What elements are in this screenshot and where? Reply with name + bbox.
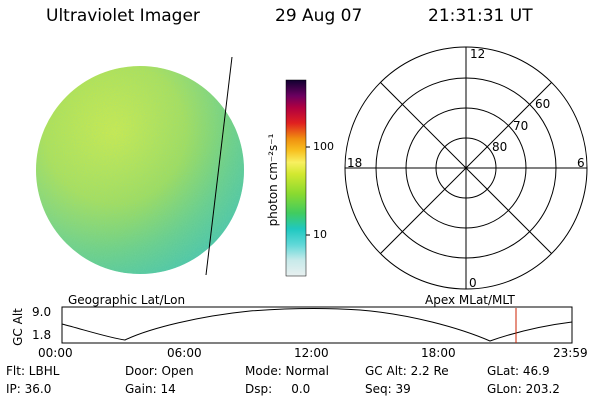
polar-label-6: 6 xyxy=(577,156,585,170)
orbit-y-tick-1-8: 1.8 xyxy=(32,328,52,342)
orbit-altitude-curve xyxy=(61,308,573,342)
polar-label-18: 18 xyxy=(347,156,363,170)
status-filter: Flt: LBHL xyxy=(6,364,60,378)
orbit-x-tick-2359: 23:59 xyxy=(553,346,588,360)
status-dsp: Dsp: 0.0 xyxy=(245,382,311,396)
status-glon: GLon: 203.2 xyxy=(487,382,560,396)
orbit-y-tick-9: 9.0 xyxy=(32,305,52,319)
orbit-plot-frame xyxy=(61,306,573,344)
status-ip: IP: 36.0 xyxy=(6,382,52,396)
status-seq: Seq: 39 xyxy=(365,382,411,396)
terminator-line xyxy=(205,56,233,276)
colorbar-gradient xyxy=(285,79,307,277)
header-time: 21:31:31 UT xyxy=(428,6,533,26)
orbit-x-tick-1800: 18:00 xyxy=(421,346,456,360)
colorbar-tick-label-100: 100 xyxy=(313,140,334,153)
orbit-left-label: Geographic Lat/Lon xyxy=(68,293,186,307)
polar-diagonal-2 xyxy=(380,82,552,254)
status-gain: Gain: 14 xyxy=(125,382,176,396)
polar-lat-label-80: 80 xyxy=(492,140,508,154)
polar-lat-label-60: 60 xyxy=(535,97,551,111)
status-mode: Mode: Normal xyxy=(245,364,329,378)
orbit-x-tick-1200: 12:00 xyxy=(294,346,329,360)
header-date: 29 Aug 07 xyxy=(275,6,363,26)
orbit-x-tick-0600: 06:00 xyxy=(167,346,202,360)
earth-texture xyxy=(36,66,244,274)
app-title: Ultraviolet Imager xyxy=(46,6,200,26)
status-gc-alt: GC Alt: 2.2 Re xyxy=(365,364,449,378)
polar-label-0: 0 xyxy=(469,276,477,290)
orbit-x-tick-0000: 00:00 xyxy=(38,346,73,360)
polar-label-12: 12 xyxy=(470,47,486,61)
status-door: Door: Open xyxy=(125,364,194,378)
polar-lat-label-70: 70 xyxy=(513,119,529,133)
colorbar-tick-label-10: 10 xyxy=(313,228,327,241)
orbit-right-label: Apex MLat/MLT xyxy=(425,293,515,307)
status-glat: GLat: 46.9 xyxy=(487,364,550,378)
